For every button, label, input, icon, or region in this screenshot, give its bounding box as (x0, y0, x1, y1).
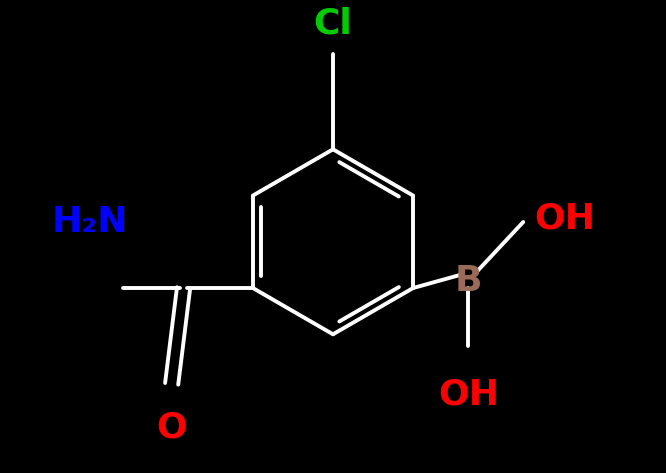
Text: B: B (455, 264, 482, 298)
Text: H₂N: H₂N (52, 205, 129, 239)
Text: Cl: Cl (314, 6, 352, 40)
Text: OH: OH (535, 201, 595, 236)
Text: OH: OH (438, 377, 499, 411)
Text: O: O (156, 410, 186, 444)
